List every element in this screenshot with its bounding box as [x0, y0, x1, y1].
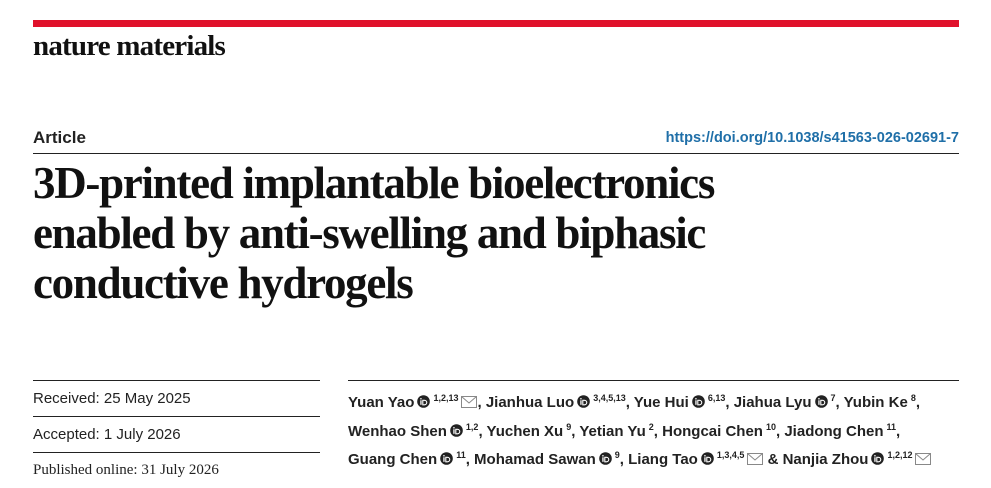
title-line: enabled by anti-swelling and biphasic	[33, 208, 706, 258]
brand-bar	[33, 20, 959, 27]
author-line: Guang Chen 11, Mohamad Sawan 9, Liang Ta…	[348, 444, 959, 473]
author-name: Hongcai Chen	[662, 422, 763, 440]
journal-name: nature materials	[33, 30, 226, 62]
author-name: Yuchen Xu	[486, 422, 564, 440]
author-name: Yetian Yu	[579, 422, 646, 440]
affiliations: 1,2,13	[433, 393, 459, 403]
orcid-icon[interactable]	[440, 450, 453, 473]
affiliations: 10	[765, 421, 776, 432]
affiliations: 11	[886, 421, 897, 432]
date-label: Accepted:	[33, 426, 100, 443]
affiliations: 1,2,12	[887, 450, 913, 460]
affiliations: 8	[910, 393, 916, 403]
orcid-icon[interactable]	[701, 450, 714, 473]
date-row: Received: 25 May 2025	[33, 380, 320, 416]
rule	[33, 153, 959, 154]
date-value: 1 July 2026	[103, 426, 181, 443]
author-name: Yue Hui	[633, 394, 689, 411]
author-name: Jiahua Lyu	[733, 394, 812, 411]
email-icon[interactable]	[747, 450, 764, 473]
author-name: Nanjia Zhou	[782, 451, 869, 468]
separator: ,	[776, 422, 781, 440]
affiliations: 9	[566, 421, 572, 432]
orcid-icon[interactable]	[417, 393, 431, 416]
date-row: Published online: 31 July 2026	[33, 452, 320, 488]
affiliations: 2	[648, 421, 654, 432]
title-line: 3D-printed implantable bioelectronics	[33, 158, 715, 208]
separator: ,	[625, 394, 630, 411]
author-line: Wenhao Shen 1,2, Yuchen Xu 9, Yetian Yu …	[348, 416, 959, 445]
author-name: Guang Chen	[348, 451, 438, 468]
affiliations: 11	[456, 450, 466, 460]
affiliations: 7	[830, 393, 836, 403]
doi-link[interactable]: https://doi.org/10.1038/s41563-026-02691…	[665, 130, 959, 146]
separator: ,	[619, 451, 624, 468]
author-name: Jianhua Luo	[485, 394, 575, 411]
separator: ,	[478, 422, 483, 440]
author-name: Yubin Ke	[843, 394, 908, 411]
separator: ,	[571, 422, 576, 440]
email-icon[interactable]	[915, 450, 932, 473]
affiliations: 3,4,5,13	[593, 393, 626, 403]
dates: Received: 25 May 2025 Accepted: 1 July 20…	[33, 380, 320, 488]
orcid-icon[interactable]	[692, 393, 705, 416]
orcid-icon[interactable]	[871, 450, 885, 473]
affiliations: 6,13	[707, 393, 726, 403]
separator: ,	[896, 422, 901, 440]
date-value: 25 May 2025	[103, 390, 191, 407]
separator: ,	[653, 422, 658, 440]
author-name: Jiadong Chen	[784, 422, 884, 440]
title-line: conductive hydrogels	[33, 258, 414, 308]
affiliations: 1,3,4,5	[716, 450, 745, 460]
author-name: Liang Tao	[628, 451, 698, 468]
article-title: 3D-printed implantable bioelectronics ena…	[33, 158, 715, 308]
authors: Yuan Yao 1,2,13, Jianhua Luo 3,4,5,13, Y…	[348, 380, 959, 473]
orcid-icon[interactable]	[577, 393, 590, 416]
orcid-icon[interactable]	[598, 450, 612, 473]
affiliations: 9	[614, 450, 620, 460]
separator: ,	[915, 394, 921, 411]
article-type: Article	[33, 128, 86, 147]
author-name: Wenhao Shen	[348, 422, 447, 440]
affiliations: 1,2	[465, 421, 479, 432]
author-line: Yuan Yao 1,2,13, Jianhua Luo 3,4,5,13, Y…	[348, 387, 959, 416]
orcid-icon[interactable]	[814, 393, 828, 416]
author-name: Mohamad Sawan	[474, 451, 596, 468]
separator: ,	[465, 451, 470, 468]
date-label: Published online:	[33, 462, 138, 478]
separator: &	[767, 451, 779, 468]
separator: ,	[835, 394, 840, 411]
orcid-icon[interactable]	[450, 422, 463, 445]
date-row: Accepted: 1 July 2026	[33, 416, 320, 452]
date-label: Received:	[33, 390, 100, 407]
separator: ,	[725, 394, 730, 411]
date-value: 31 July 2026	[141, 462, 219, 478]
separator: ,	[477, 394, 482, 411]
email-icon[interactable]	[461, 393, 478, 416]
author-name: Yuan Yao	[348, 394, 415, 411]
